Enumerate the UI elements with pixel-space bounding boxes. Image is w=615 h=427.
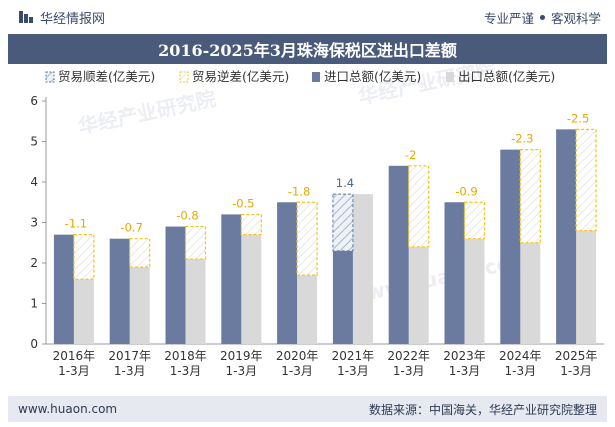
x-tick-label: 2019年	[220, 349, 263, 363]
x-tick-label: 1-3月	[58, 364, 90, 378]
legend-label: 贸易逆差(亿美元)	[192, 69, 289, 84]
bullet-icon	[539, 14, 545, 20]
import-bar	[556, 129, 577, 344]
legend-label: 贸易顺差(亿美元)	[58, 69, 155, 84]
deficit-data-label: -0.8	[176, 209, 198, 223]
export-bar	[576, 230, 597, 344]
deficit-bar	[296, 201, 318, 276]
deficit-data-label: -0.7	[120, 221, 142, 235]
export-bar	[129, 267, 150, 344]
import-bar	[277, 202, 298, 344]
top-bar: 华经情报网 专业严谨 客观科学	[0, 0, 615, 34]
x-tick-label: 2020年	[276, 349, 319, 363]
y-tick-label: 5	[30, 135, 38, 149]
x-tick-label: 1-3月	[337, 364, 369, 378]
x-tick-label: 1-3月	[281, 364, 313, 378]
deficit-bar	[184, 225, 207, 260]
deficit-data-label: -1.1	[65, 217, 87, 231]
x-tick-label: 2025年	[555, 349, 598, 363]
export-bar	[297, 275, 318, 344]
deficit-bar	[575, 128, 597, 232]
x-tick-label: 2023年	[443, 349, 486, 363]
x-tick-label: 1-3月	[170, 364, 202, 378]
y-tick-label: 6	[30, 94, 38, 108]
x-tick-label: 1-3月	[225, 364, 257, 378]
deficit-bar	[240, 213, 262, 236]
brand-name: 华经情报网	[40, 11, 106, 27]
footer: www.huaon.com 数据来源：中国海关，华经产业研究院整理	[8, 396, 607, 422]
surplus-data-label: 1.4	[336, 176, 354, 190]
deficit-bar	[463, 201, 486, 240]
import-bar	[109, 238, 130, 344]
x-tick-label: 1-3月	[504, 364, 536, 378]
legend-label: 进口总额(亿美元)	[324, 69, 421, 84]
deficit-bar	[129, 238, 151, 268]
x-tick-label: 2024年	[499, 349, 542, 363]
export-bar	[520, 242, 541, 344]
title-bar: 2016-2025年3月珠海保税区进出口差额	[8, 34, 607, 64]
import-bar	[165, 226, 186, 344]
deficit-bar	[519, 148, 541, 244]
x-tick-label: 2016年	[53, 349, 96, 363]
legend-swatch-trade-surplus	[45, 71, 55, 83]
import-bar	[388, 165, 409, 344]
deficit-data-label: -2.5	[567, 111, 589, 125]
import-bar	[221, 214, 242, 344]
y-tick-label: 1	[30, 297, 38, 311]
deficit-data-label: -0.9	[455, 184, 477, 198]
x-tick-label: 2017年	[108, 349, 151, 363]
chart-title: 2016-2025年3月珠海保税区进出口差额	[158, 41, 457, 60]
x-tick-label: 1-3月	[393, 364, 425, 378]
deficit-data-label: -2.3	[511, 132, 533, 146]
y-tick-label: 4	[30, 175, 38, 189]
import-bar	[53, 234, 74, 344]
legend-swatch-export	[446, 72, 454, 82]
deficit-bar	[73, 234, 95, 280]
x-tick-label: 2018年	[164, 349, 207, 363]
import-bar	[332, 250, 353, 344]
watermark-text: 华经产业研究院	[76, 86, 218, 139]
export-bar	[73, 279, 94, 344]
deficit-bar	[408, 165, 430, 248]
x-tick-label: 2021年	[332, 349, 375, 363]
surplus-bar	[332, 193, 354, 252]
slogan-left: 专业严谨	[483, 10, 534, 26]
deficit-data-label: -0.5	[232, 196, 254, 210]
x-tick-label: 1-3月	[449, 364, 481, 378]
deficit-data-label: -2	[405, 148, 416, 162]
footer-source: 数据来源：中国海关，华经产业研究院整理	[368, 402, 597, 417]
legend-swatch-trade-deficit	[179, 71, 189, 83]
export-bar	[241, 234, 262, 344]
x-tick-label: 1-3月	[560, 364, 592, 378]
slogan-right: 客观科学	[550, 10, 601, 26]
import-bar	[500, 149, 521, 344]
y-tick-label: 2	[30, 256, 38, 270]
footer-website[interactable]: www.huaon.com	[18, 402, 118, 416]
y-tick-label: 3	[30, 216, 38, 230]
import-bar	[444, 202, 465, 344]
brand[interactable]: 华经情报网	[18, 8, 106, 27]
x-tick-label: 2022年	[387, 349, 430, 363]
x-tick-label: 1-3月	[114, 364, 146, 378]
export-bar	[185, 258, 206, 344]
deficit-data-label: -1.8	[288, 184, 310, 198]
legend-label: 出口总额(亿美元)	[458, 69, 555, 84]
export-bar	[408, 246, 429, 344]
export-bar	[464, 238, 485, 344]
export-bar	[352, 194, 373, 344]
logo-icon	[19, 11, 33, 23]
y-tick-label: 0	[30, 337, 38, 351]
slogan: 专业严谨 客观科学	[484, 8, 601, 26]
legend-swatch-import	[312, 72, 320, 82]
